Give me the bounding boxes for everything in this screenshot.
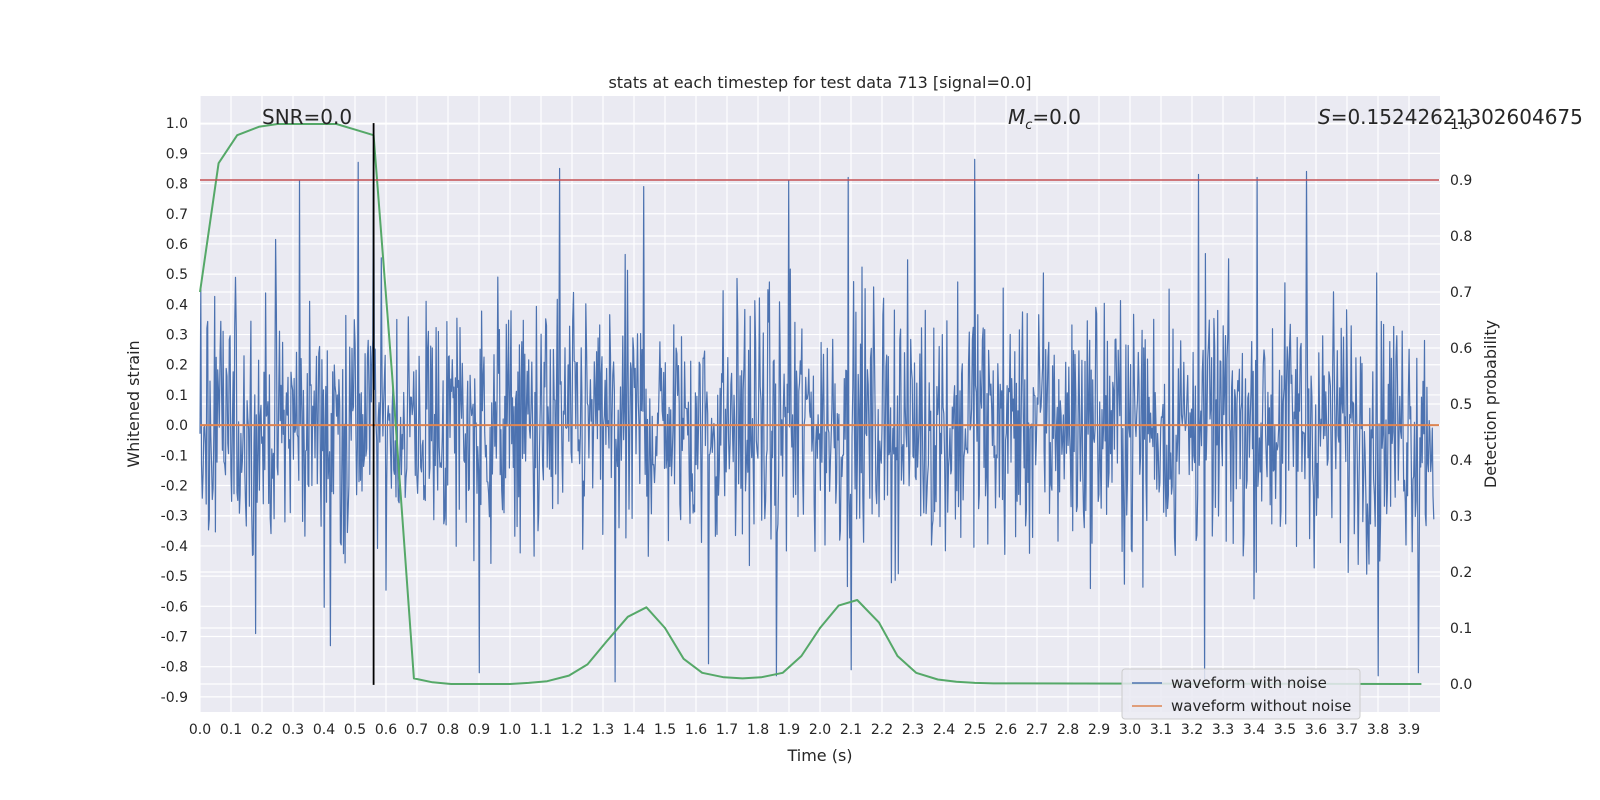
x-tick-label: 3.8 <box>1367 722 1389 738</box>
x-tick-label: 3.6 <box>1305 722 1327 738</box>
x-tick-label: 0.7 <box>406 722 428 738</box>
y-tick-label: 0.1 <box>166 388 188 404</box>
x-tick-label: 1.0 <box>499 722 521 738</box>
y-tick-label: -0.9 <box>161 690 188 706</box>
y-tick-label: -0.4 <box>161 539 188 555</box>
y-tick-label: 1.0 <box>166 116 188 132</box>
x-tick-label: 3.4 <box>1243 722 1265 738</box>
x-tick-label: 1.2 <box>561 722 583 738</box>
y-tick-label: -0.1 <box>161 448 188 464</box>
y-tick-label: 0.5 <box>166 267 188 283</box>
y-tick-label: 0.4 <box>166 297 188 313</box>
x-tick-label: 3.7 <box>1336 722 1358 738</box>
y2-tick-label: 0.2 <box>1450 565 1472 581</box>
y2-tick-label: 0.7 <box>1450 285 1472 301</box>
y2-axis-label: Detection probability <box>1481 320 1500 488</box>
x-tick-label: 2.2 <box>871 722 893 738</box>
chirp-mass-subscript: c <box>1025 118 1032 133</box>
y2-tick-label: 0.3 <box>1450 509 1472 525</box>
y-tick-label: 0.9 <box>166 146 188 162</box>
y2-tick-label: 0.8 <box>1450 229 1472 245</box>
s-symbol: S <box>1318 105 1331 129</box>
y-tick-label: -0.2 <box>161 479 188 495</box>
x-tick-label: 1.3 <box>592 722 614 738</box>
x-tick-label: 2.7 <box>1026 722 1048 738</box>
x-tick-label: 2.8 <box>1057 722 1079 738</box>
detection-probability-line <box>199 123 1422 685</box>
legend-label-clean: waveform without noise <box>1171 697 1351 715</box>
x-tick-label: 2.6 <box>995 722 1017 738</box>
x-tick-label: 1.7 <box>716 722 738 738</box>
x-tick-label: 2.4 <box>933 722 955 738</box>
x-tick-label: 1.4 <box>623 722 645 738</box>
x-tick-label: 2.5 <box>964 722 986 738</box>
grid <box>199 96 1440 712</box>
series-layer <box>199 123 1439 685</box>
legend-box <box>1121 668 1361 720</box>
x-tick-label: 0.9 <box>468 722 490 738</box>
x-tick-label: 0.6 <box>375 722 397 738</box>
chirp-mass-symbol: M <box>1008 105 1025 129</box>
chart-title: stats at each timestep for test data 713… <box>608 73 1031 92</box>
y-tick-label: -0.6 <box>161 599 188 615</box>
y2-tick-label: 0.4 <box>1450 453 1472 469</box>
x-tick-label: 3.2 <box>1181 722 1203 738</box>
x-tick-label: 0.4 <box>313 722 335 738</box>
y-axis-label: Whitened strain <box>124 340 143 467</box>
y2-tick-label: 0.1 <box>1450 621 1472 637</box>
x-tick-label: 3.5 <box>1274 722 1296 738</box>
y-tick-label: 0.2 <box>166 358 188 374</box>
x-tick-label: 0.8 <box>437 722 459 738</box>
y2-tick-label: 1.0 <box>1450 117 1472 133</box>
y-tick-label: -0.3 <box>161 509 188 525</box>
x-tick-label: 1.9 <box>778 722 800 738</box>
y-tick-label: 0.0 <box>166 418 188 434</box>
y2-tick-label: 0.9 <box>1450 173 1472 189</box>
chirp-mass-annotation: Mc=0.0 <box>1008 105 1081 133</box>
x-axis-label: Time (s) <box>786 746 852 765</box>
y-tick-label: 0.3 <box>166 328 188 344</box>
x-tick-label: 3.9 <box>1398 722 1420 738</box>
x-tick-label: 0.2 <box>251 722 273 738</box>
y-tick-label: 0.7 <box>166 207 188 223</box>
noisy-waveform-line <box>199 125 1435 683</box>
s-annotation: S=0.15242621302604675 <box>1318 105 1583 129</box>
x-tick-label: 1.5 <box>654 722 676 738</box>
x-tick-label: 2.0 <box>809 722 831 738</box>
s-value: =0.15242621302604675 <box>1331 105 1583 129</box>
y2-tick-label: 0.5 <box>1450 397 1472 413</box>
x-tick-label: 1.8 <box>747 722 769 738</box>
x-tick-label: 0.5 <box>344 722 366 738</box>
x-tick-label: 2.3 <box>902 722 924 738</box>
x-tick-label: 1.1 <box>530 722 552 738</box>
y-tick-label: -0.5 <box>161 569 188 585</box>
x-tick-label: 2.1 <box>840 722 862 738</box>
y-tick-label: 0.8 <box>166 177 188 193</box>
y2-tick-label: 0.6 <box>1450 341 1472 357</box>
x-tick-label: 3.3 <box>1212 722 1234 738</box>
y-tick-label: -0.8 <box>161 660 188 676</box>
x-tick-label: 0.3 <box>282 722 304 738</box>
ticks-layer: 0.0 0.1 0.2 0.3 0.4 0.5 0.6 0.7 0.8 0.9 1.0 1.1 1.2 1… <box>161 116 1473 738</box>
x-tick-label: 0.1 <box>220 722 242 738</box>
legend-label-noise: waveform with noise <box>1171 674 1327 692</box>
snr-annotation: SNR=0.0 <box>262 105 352 129</box>
y-tick-label: -0.7 <box>161 630 188 646</box>
x-tick-label: 2.9 <box>1088 722 1110 738</box>
y2-tick-label: 0.0 <box>1450 677 1472 693</box>
y-tick-label: 0.6 <box>166 237 188 253</box>
legend: waveform with noise waveform without noi… <box>1121 668 1361 720</box>
x-tick-label: 1.6 <box>685 722 707 738</box>
chirp-mass-value: =0.0 <box>1032 105 1081 129</box>
x-tick-label: 3.1 <box>1150 722 1172 738</box>
x-tick-label: 3.0 <box>1119 722 1141 738</box>
x-tick-label: 0.0 <box>189 722 211 738</box>
